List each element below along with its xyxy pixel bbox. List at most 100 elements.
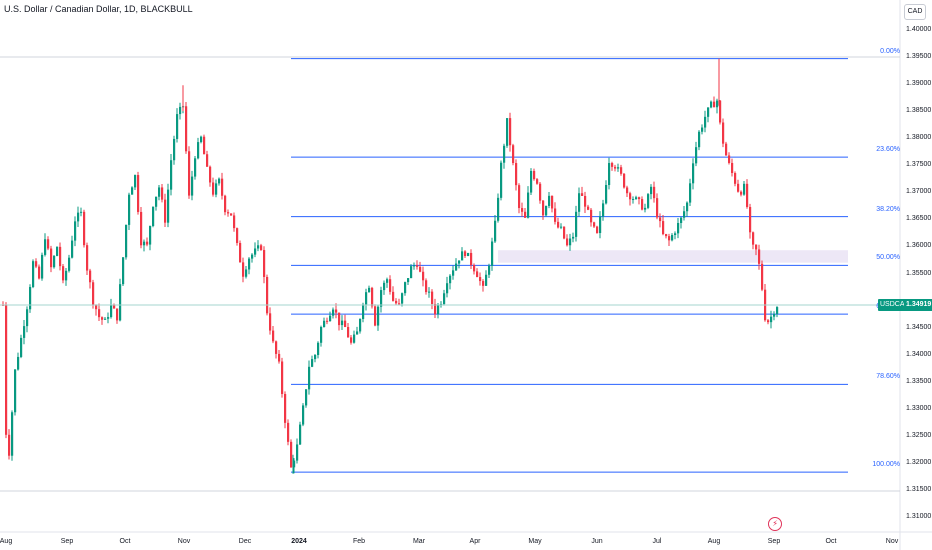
candle-body — [119, 284, 122, 321]
price-tick: 1.31500 — [906, 485, 932, 493]
candle-body — [56, 246, 59, 256]
candle-body — [707, 107, 710, 117]
time-tick: Apr — [469, 538, 481, 545]
candle-body — [284, 393, 287, 423]
candle-body — [449, 275, 452, 284]
candle-body — [269, 313, 272, 331]
candle-body — [551, 195, 554, 209]
candle-body — [371, 287, 374, 307]
candle-body — [566, 238, 569, 246]
candle-body — [89, 270, 92, 283]
candle-body — [542, 200, 545, 216]
candle-body — [767, 320, 770, 323]
candle-body — [665, 234, 668, 237]
candle-body — [26, 309, 29, 327]
price-tick: 1.32000 — [906, 458, 932, 466]
price-tick: 1.32500 — [906, 431, 932, 439]
candle-body — [569, 238, 572, 246]
candle-body — [137, 175, 140, 212]
candle-body — [740, 191, 743, 195]
candle-body — [245, 269, 248, 277]
candle-body — [686, 202, 689, 212]
price-tick: 1.33500 — [906, 377, 932, 385]
price-tick: 1.31000 — [906, 513, 932, 520]
price-tick: 1.36000 — [906, 242, 932, 250]
candle-body — [467, 252, 470, 257]
candle-body — [44, 239, 47, 255]
candle-body — [413, 265, 416, 267]
candle-body — [341, 320, 344, 326]
candle-body — [173, 138, 176, 161]
candle-body — [302, 405, 305, 425]
candle-body — [188, 151, 191, 196]
candle-body — [275, 341, 278, 354]
candle-body — [62, 266, 65, 281]
candle-body — [395, 300, 398, 304]
candle-body — [350, 337, 353, 343]
candle-body — [470, 252, 473, 266]
price-tick: 1.34000 — [906, 350, 932, 358]
candle-body — [725, 143, 728, 156]
price-tick: 1.39000 — [906, 80, 932, 88]
candle-body — [752, 232, 755, 245]
candle-body — [140, 211, 143, 246]
candle-body — [113, 304, 116, 309]
candle-body — [773, 314, 776, 317]
candle-body — [17, 356, 20, 370]
currency-badge[interactable]: CAD — [904, 4, 926, 20]
candle-body — [491, 241, 494, 266]
candle-body — [713, 101, 716, 108]
candle-body — [683, 211, 686, 218]
candle-body — [50, 248, 53, 268]
fib-label-3: 50.00% — [876, 254, 900, 262]
candle-body — [266, 276, 269, 314]
candle-body — [650, 186, 653, 195]
candle-body — [581, 193, 584, 196]
candle-body — [359, 318, 362, 332]
candle-body — [383, 282, 386, 291]
candle-body — [314, 354, 317, 360]
candle-body — [20, 337, 23, 357]
candle-body — [260, 245, 263, 251]
time-tick: Oct — [825, 538, 837, 545]
candle-body — [320, 327, 323, 343]
candle-body — [53, 255, 56, 268]
candle-body — [668, 236, 671, 241]
candle-body — [737, 183, 740, 192]
candle-body — [293, 460, 296, 468]
lightning-icon[interactable]: ⚡︎ — [768, 517, 782, 531]
candle-body — [161, 187, 164, 200]
candle-body — [41, 254, 44, 279]
candle-body — [587, 206, 590, 210]
candle-body — [458, 260, 461, 264]
candle-body — [698, 131, 701, 148]
candle-body — [401, 293, 404, 304]
candle-body — [452, 270, 455, 276]
candle-body — [230, 213, 233, 216]
candle-body — [146, 241, 149, 245]
candle-body — [386, 279, 389, 283]
candle-body — [506, 118, 509, 146]
fib-label-6: 100.00% — [872, 461, 900, 469]
candle-body — [419, 266, 422, 272]
time-tick: Nov — [885, 538, 899, 545]
candle-body — [74, 221, 77, 241]
candle-body — [308, 366, 311, 390]
candle-body — [155, 196, 158, 207]
candle-body — [86, 245, 89, 271]
candle-body — [344, 320, 347, 328]
candle-body — [731, 162, 734, 174]
candle-body — [197, 142, 200, 159]
candle-body — [263, 250, 266, 277]
candle-body — [620, 167, 623, 174]
candle-body — [80, 211, 83, 213]
candle-body — [572, 236, 575, 239]
time-tick: May — [528, 538, 542, 545]
candle-body — [632, 198, 635, 200]
candle-body — [455, 263, 458, 271]
candle-body — [482, 281, 485, 286]
candle-body — [59, 246, 62, 267]
candle-body — [560, 226, 563, 228]
candle-body — [23, 326, 26, 338]
